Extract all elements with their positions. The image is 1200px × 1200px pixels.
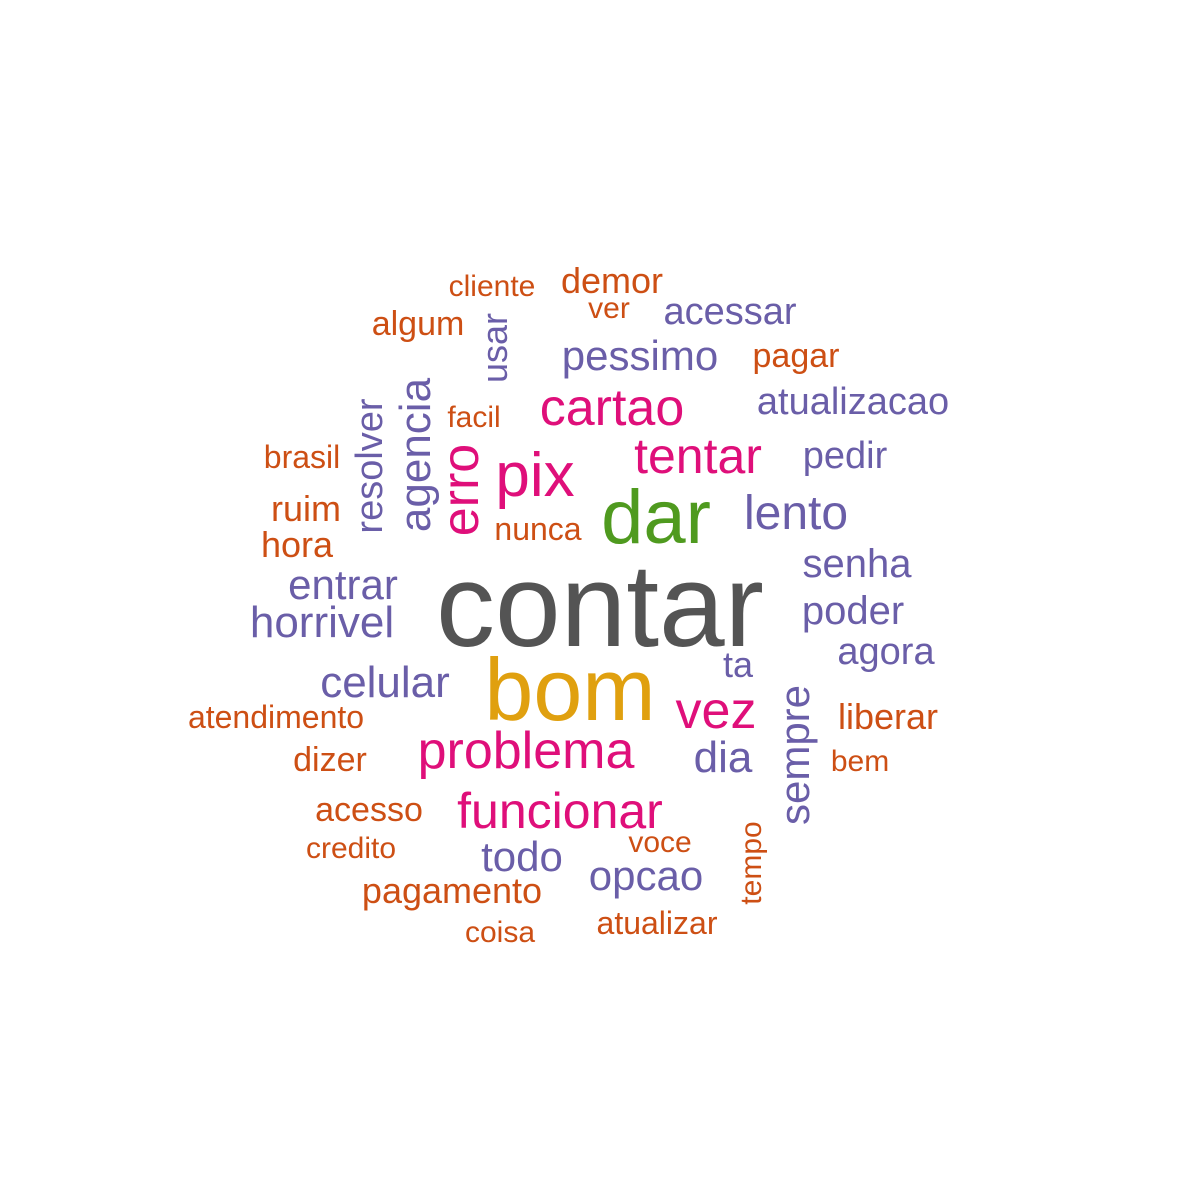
word-entrar: entrar — [288, 561, 398, 608]
word-vez: vez — [675, 682, 757, 740]
word-pix: pix — [495, 441, 575, 510]
word-ver: ver — [588, 292, 630, 325]
word-coisa: coisa — [464, 916, 536, 949]
word-agencia: agencia — [391, 377, 440, 533]
word-dar: dar — [601, 475, 711, 560]
word-credito: credito — [305, 832, 397, 865]
word-nunca: nunca — [494, 511, 582, 547]
word-liberar: liberar — [837, 696, 939, 737]
word-contar: contar — [436, 540, 764, 672]
word-pagamento: pagamento — [361, 870, 543, 911]
word-bem: bem — [830, 745, 890, 778]
word-opcao: opcao — [588, 852, 704, 899]
word-atualizar: atualizar — [596, 905, 718, 941]
word-resolver: resolver — [349, 398, 391, 534]
word-agora: agora — [837, 631, 935, 673]
word-atendimento: atendimento — [187, 699, 365, 735]
word-brasil: brasil — [263, 439, 341, 475]
word-problema: problema — [417, 722, 635, 780]
word-bom: bom — [484, 640, 656, 739]
word-cliente: cliente — [448, 270, 536, 303]
word-atualizacao: atualizacao — [756, 381, 950, 423]
word-facil: facil — [447, 401, 501, 434]
word-ta: ta — [722, 644, 754, 685]
word-funcionar: funcionar — [457, 783, 663, 839]
word-celular: celular — [320, 658, 450, 707]
word-algum: algum — [371, 305, 465, 343]
word-senha: senha — [802, 542, 912, 586]
word-poder: poder — [801, 589, 905, 633]
word-usar: usar — [474, 312, 515, 384]
word-sempre: sempre — [771, 684, 818, 826]
word-pagar: pagar — [752, 337, 840, 375]
word-acessar: acessar — [663, 291, 797, 333]
word-dia: dia — [693, 733, 753, 782]
word-erro: erro — [432, 443, 490, 537]
word-pessimo: pessimo — [561, 332, 719, 379]
word-voce: voce — [628, 826, 692, 859]
word-pedir: pedir — [802, 435, 888, 477]
word-tentar: tentar — [634, 428, 762, 484]
word-dizer: dizer — [293, 741, 367, 779]
word-tempo: tempo — [735, 821, 768, 905]
word-acesso: acesso — [315, 791, 423, 829]
word-hora: hora — [260, 524, 334, 565]
word-todo: todo — [481, 833, 563, 880]
word-horrivel: horrivel — [249, 598, 395, 647]
word-demor: demor — [560, 260, 664, 301]
word-lento: lento — [743, 487, 849, 540]
word-ruim: ruim — [271, 488, 341, 529]
word-cartao: cartao — [539, 379, 685, 437]
